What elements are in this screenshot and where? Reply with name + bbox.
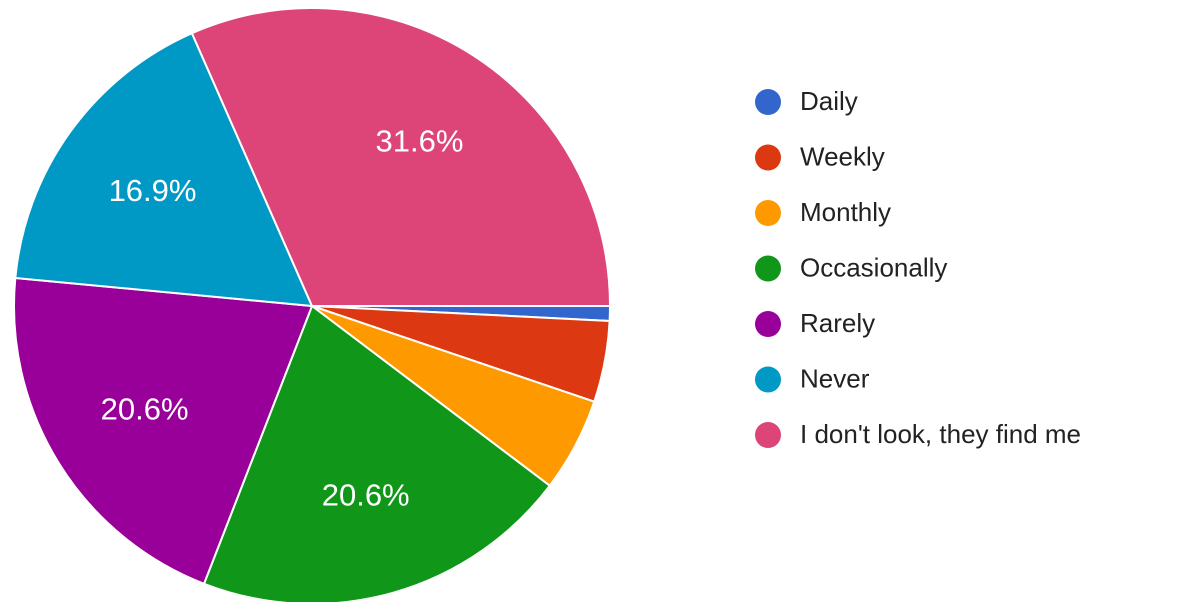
pie-slice xyxy=(14,31,314,308)
legend-label: Weekly xyxy=(800,141,885,171)
legend-label: Occasionally xyxy=(800,252,947,282)
legend-marker xyxy=(755,366,781,393)
data-label: 20.6% xyxy=(101,391,189,426)
legend-label: Never xyxy=(800,363,870,393)
legend-label: Daily xyxy=(800,86,858,116)
pie-slice xyxy=(190,7,612,307)
data-label: 20.6% xyxy=(322,477,410,512)
legend-marker xyxy=(755,200,781,226)
legend-marker xyxy=(755,144,781,171)
legend-marker xyxy=(755,311,781,337)
pie-slice xyxy=(13,276,314,586)
legend-marker xyxy=(755,422,781,448)
legend-label: Monthly xyxy=(800,197,891,227)
legend-marker xyxy=(755,255,781,282)
legend-marker xyxy=(755,89,781,115)
pie-slice xyxy=(202,304,552,602)
data-label: 16.9% xyxy=(109,173,197,208)
legend-label: I don't look, they find me xyxy=(800,419,1081,449)
legend-label: Rarely xyxy=(800,308,875,338)
data-label: 31.6% xyxy=(376,123,464,158)
